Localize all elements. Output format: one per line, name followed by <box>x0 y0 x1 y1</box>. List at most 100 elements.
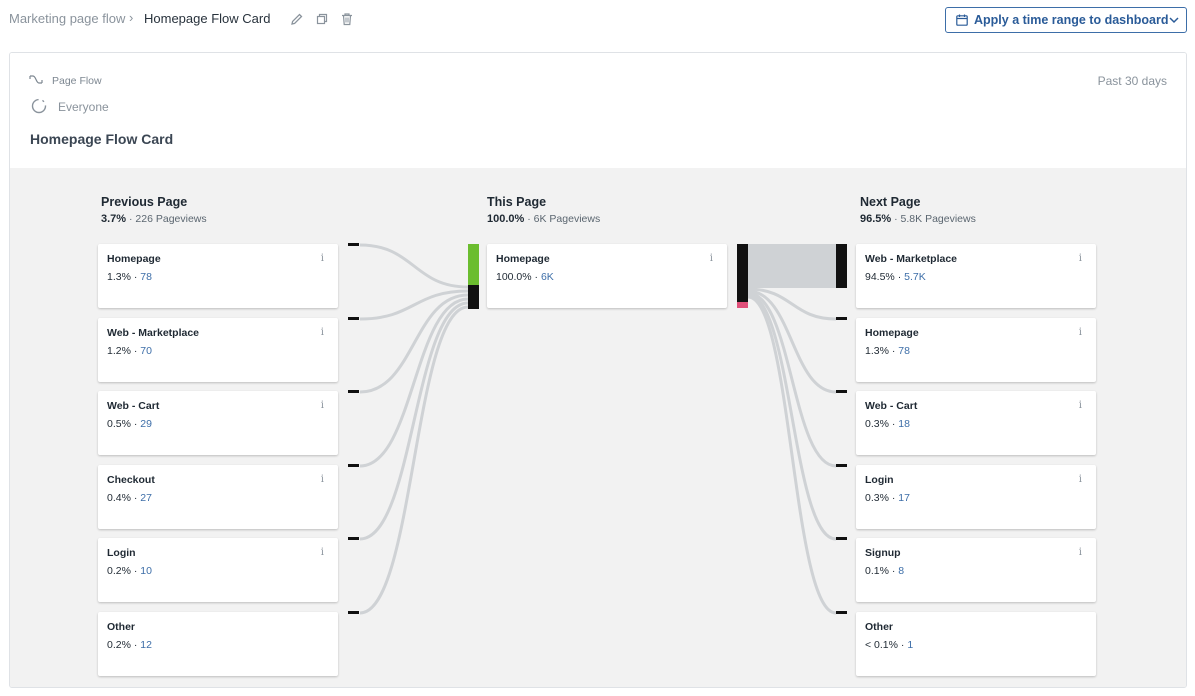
node-name: Web - Cart <box>865 400 918 412</box>
info-icon[interactable]: i <box>320 253 324 264</box>
copy-icon[interactable] <box>315 12 329 26</box>
info-icon[interactable]: i <box>320 400 324 411</box>
node-pct: 0.3% <box>865 492 889 504</box>
node-count: 8 <box>898 565 905 577</box>
node-pct: 0.1% <box>865 565 889 577</box>
info-icon[interactable]: i <box>1078 327 1082 338</box>
breadcrumb-current: Homepage Flow Card <box>144 11 271 26</box>
next-node-bar <box>836 244 847 288</box>
next-node-bar <box>836 537 847 540</box>
previous-page-node[interactable]: Web - Marketplace 1.2% · 70 i <box>98 318 338 382</box>
node-name: Checkout <box>107 474 155 486</box>
top-bar: Marketing page flow › Homepage Flow Card… <box>0 0 1195 40</box>
chevron-down-icon <box>1169 17 1179 24</box>
edit-icon[interactable] <box>290 12 304 26</box>
breadcrumb-parent-link[interactable]: Marketing page flow <box>9 11 126 26</box>
node-name: Other <box>107 621 136 633</box>
node-name: Homepage <box>865 327 919 339</box>
node-stats: 0.5% · 29 <box>107 418 152 430</box>
node-pct: 0.5% <box>107 418 131 430</box>
date-range-label: Past 30 days <box>1097 74 1167 88</box>
node-count: 78 <box>140 271 152 283</box>
next-node-bar <box>836 317 847 320</box>
stat-separator: · <box>130 565 141 577</box>
incoming-link <box>359 301 469 541</box>
outgoing-link <box>747 293 837 541</box>
incoming-link <box>359 293 469 394</box>
next-page-summary: 96.5% · 5.8K Pageviews <box>860 213 976 225</box>
previous-page-node[interactable]: Other 0.2% · 12 <box>98 612 338 676</box>
info-icon[interactable]: i <box>320 547 324 558</box>
node-name: Other <box>865 621 894 633</box>
breadcrumb-separator: › <box>129 10 134 25</box>
stat-separator: · <box>531 271 541 283</box>
info-icon[interactable]: i <box>320 327 324 338</box>
next-page-node[interactable]: Homepage 1.3% · 78 i <box>856 318 1096 382</box>
stat-separator: · <box>130 345 141 357</box>
apply-time-range-button[interactable]: Apply a time range to dashboard <box>945 7 1187 33</box>
previous-page-summary: 3.7% · 226 Pageviews <box>101 213 207 225</box>
segment-label[interactable]: Everyone <box>58 100 109 114</box>
this-page-node[interactable]: Homepage 100.0% · 6K i <box>487 244 727 308</box>
next-page-title: Next Page <box>860 195 921 209</box>
card-type-label: Page Flow <box>52 75 102 87</box>
next-page-pct: 96.5% <box>860 213 892 225</box>
next-node-bar <box>836 611 847 614</box>
node-name: Web - Cart <box>107 400 160 412</box>
node-pct: 94.5% <box>865 271 895 283</box>
node-pct: 1.2% <box>107 345 131 357</box>
outgoing-link <box>747 295 837 615</box>
node-count: 6K <box>540 271 554 283</box>
summary-separator: · <box>891 213 901 225</box>
previous-node-bar <box>348 317 359 320</box>
flow-area: Previous Page 3.7% · 226 Pageviews This … <box>10 168 1186 687</box>
info-icon[interactable]: i <box>1078 400 1082 411</box>
node-count: 70 <box>140 345 152 357</box>
summary-separator: · <box>524 213 534 225</box>
next-node-bar <box>836 390 847 393</box>
stat-separator: · <box>894 271 905 283</box>
entry-bar <box>468 244 479 285</box>
node-stats: 1.3% · 78 <box>865 345 910 357</box>
trash-icon[interactable] <box>340 12 354 26</box>
info-icon[interactable]: i <box>1078 474 1082 485</box>
node-name: Login <box>865 474 894 486</box>
stat-separator: · <box>130 492 141 504</box>
previous-node-bar <box>348 611 359 614</box>
node-name: Signup <box>865 547 901 559</box>
info-icon[interactable]: i <box>1078 253 1082 264</box>
next-page-node[interactable]: Web - Marketplace 94.5% · 5.7K i <box>856 244 1096 308</box>
info-icon[interactable]: i <box>320 474 324 485</box>
this-page-title: This Page <box>487 195 547 209</box>
next-page-views: 5.8K Pageviews <box>900 213 976 225</box>
node-count: 78 <box>898 345 910 357</box>
next-page-node[interactable]: Web - Cart 0.3% · 18 i <box>856 391 1096 455</box>
card-header: Page Flow Everyone Past 30 days Homepage… <box>10 53 1186 168</box>
outgoing-link <box>747 289 837 394</box>
next-page-node[interactable]: Signup 0.1% · 8 i <box>856 538 1096 602</box>
next-node-bar <box>836 464 847 467</box>
node-name: Web - Marketplace <box>107 327 200 339</box>
incoming-link <box>359 243 469 289</box>
previous-page-node[interactable]: Checkout 0.4% · 27 i <box>98 465 338 529</box>
summary-separator: · <box>126 213 136 225</box>
previous-page-node[interactable]: Login 0.2% · 10 i <box>98 538 338 602</box>
previous-page-node[interactable]: Homepage 1.3% · 78 i <box>98 244 338 308</box>
page-flow-card: Page Flow Everyone Past 30 days Homepage… <box>9 52 1187 688</box>
next-page-node[interactable]: Login 0.3% · 17 i <box>856 465 1096 529</box>
next-page-node[interactable]: Other < 0.1% · 1 <box>856 612 1096 676</box>
stat-separator: · <box>130 639 141 651</box>
node-name: Login <box>107 547 136 559</box>
stat-separator: · <box>888 565 899 577</box>
stat-separator: · <box>888 418 899 430</box>
this-page-views: 6K Pageviews <box>533 213 601 225</box>
stat-separator: · <box>130 418 141 430</box>
previous-page-node[interactable]: Web - Cart 0.5% · 29 i <box>98 391 338 455</box>
node-stats: 1.3% · 78 <box>107 271 152 283</box>
node-pct: 1.3% <box>865 345 889 357</box>
stat-separator: · <box>130 271 141 283</box>
incoming-link <box>359 297 469 468</box>
info-icon[interactable]: i <box>1078 547 1082 558</box>
info-icon[interactable]: i <box>709 253 713 264</box>
node-stats: 0.3% · 17 <box>865 492 910 504</box>
